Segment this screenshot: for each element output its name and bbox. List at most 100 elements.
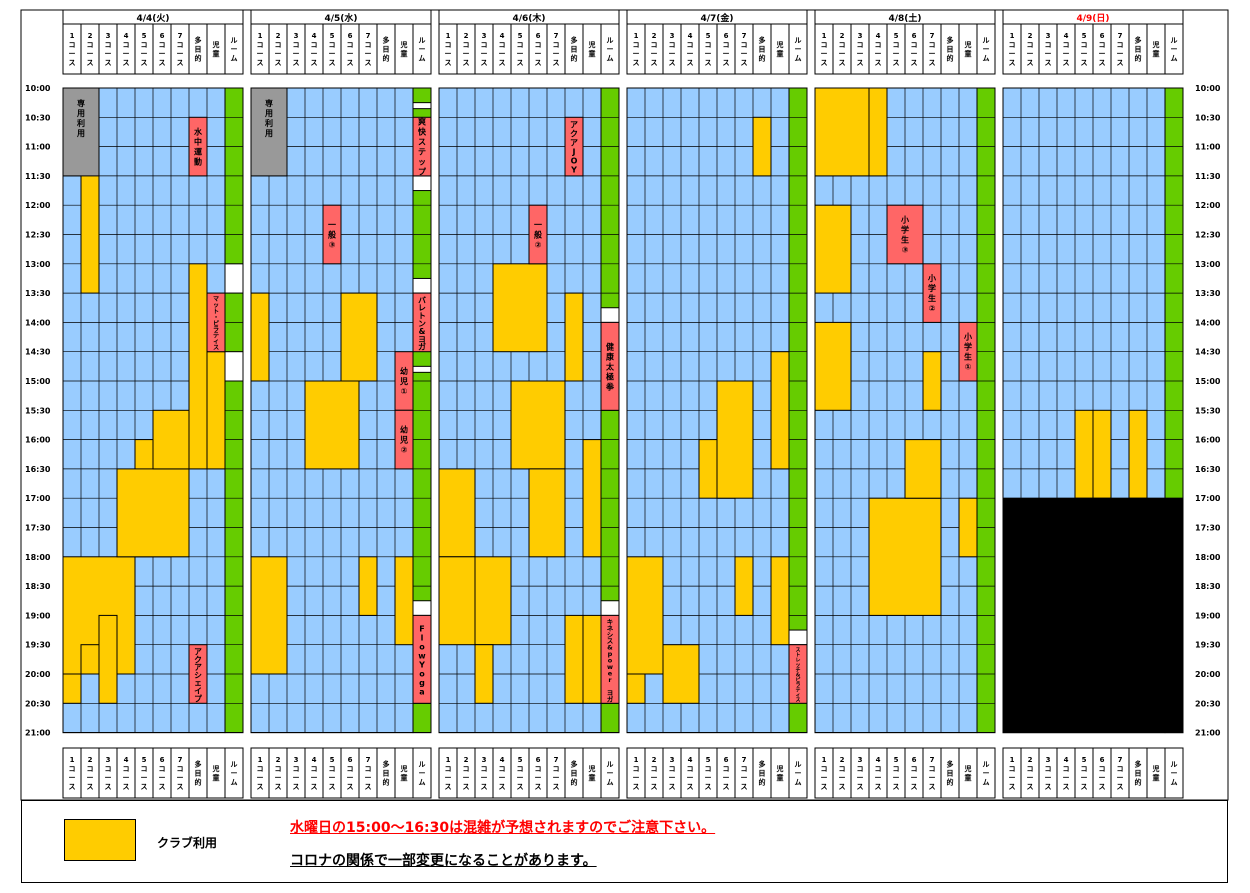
column-label: 7 コース [1117,756,1124,791]
time-label-right: 10:30 [1195,113,1221,122]
lesson-label: マット・ピラティス [213,296,219,352]
column-label: ルーム [231,761,238,787]
day-frame [626,87,808,734]
column-label: 1 コース [1009,32,1016,67]
club-usage-block [1092,409,1112,499]
column-header-top [1164,23,1184,75]
column-label: 3 コース [481,32,488,67]
column-header-top [412,23,432,75]
column-label: 4 コース [499,32,506,67]
lesson-label: 水中運動 [193,127,203,167]
column-header-top [1146,23,1166,75]
column-label: 3 コース [1045,756,1052,791]
time-label-right: 19:00 [1195,611,1221,620]
time-label-right: 16:30 [1195,465,1221,474]
club-usage-block [394,556,414,646]
time-label-right: 17:00 [1195,494,1221,503]
club-usage-block [626,556,664,675]
column-label: 2 コース [651,32,658,67]
club-usage-block [438,556,476,646]
column-label: ルーム [607,761,614,787]
column-header-top [788,23,808,75]
time-label-left: 15:00 [25,377,51,386]
column-label: 7 コース [177,756,184,791]
time-label-right: 11:00 [1195,143,1221,152]
column-label: 6 コース [347,32,354,67]
column-label: 4 コース [311,32,318,67]
column-header-top [224,23,244,75]
column-label: 5 コース [141,32,148,67]
room-break [412,365,432,373]
column-label: 2 コース [275,756,282,791]
time-label-right: 15:00 [1195,377,1221,386]
lesson-label: 一般 ③ [328,221,336,250]
lesson-label: バレトン&ヨガ [418,296,426,352]
column-label: 6 コース [159,756,166,791]
time-label-left: 18:00 [25,553,51,562]
time-label-right: 15:30 [1195,406,1221,415]
column-label: 7 コース [929,32,936,67]
column-label: 2 コース [839,32,846,67]
column-label: 児童 [776,764,784,782]
column-label: 6 コース [911,756,918,791]
column-label: 児童 [776,40,784,58]
club-usage-block [250,292,270,382]
time-label-right: 18:00 [1195,553,1221,562]
club-usage-block [904,439,942,499]
lesson-block [206,292,226,353]
column-label: 多目的 [571,36,578,63]
column-label: 3 コース [1045,32,1052,67]
time-label-right: 16:00 [1195,436,1221,445]
column-label: 5 コース [893,32,900,67]
reserved-label: 専用利用 [76,98,85,138]
club-usage-block [958,497,978,558]
club-usage-block [752,116,772,177]
time-label-left: 17:00 [25,494,51,503]
club-usage-block [564,292,584,382]
schedule-grid: 10:00 10:00 10:30 10:30 11:00 11:00 11:30 11:30… [20,9,1229,801]
day-header-label: 4/9(日) [1076,13,1109,24]
club-usage-block [510,380,566,470]
column-label: ルーム [419,37,426,63]
column-label: 5 コース [1081,32,1088,67]
column-label: 児童 [212,764,220,782]
club-usage-block [206,351,226,470]
time-label-right: 13:00 [1195,260,1221,269]
column-label: 1 コース [633,756,640,791]
column-label: 1 コース [445,756,452,791]
column-label: ルーム [231,37,238,63]
column-label: 4 コース [311,756,318,791]
time-label-left: 10:00 [25,84,51,93]
time-label-right: 14:00 [1195,318,1221,327]
legend-club-swatch [64,819,136,861]
column-label: 多目的 [195,36,202,63]
column-label: 多目的 [1135,36,1142,63]
lesson-block [564,116,584,177]
lesson-block [528,204,548,265]
club-usage-block [564,614,584,704]
room-break [224,351,244,382]
column-label: 児童 [212,40,220,58]
time-label-right: 13:30 [1195,289,1221,298]
column-label: 7 コース [741,32,748,67]
column-label: 7 コース [553,32,560,67]
column-label: 2 コース [87,756,94,791]
club-usage-block [188,263,208,470]
lesson-label: 一般 ② [534,221,542,250]
column-header-bottom [1164,747,1184,799]
room-break [600,600,620,616]
column-label: 3 コース [669,32,676,67]
column-label: 多目的 [947,36,954,63]
column-label: 2 コース [463,756,470,791]
column-label: 6 コース [159,32,166,67]
club-usage-block [734,556,754,616]
lesson-block [922,263,942,323]
time-label-left: 18:30 [25,582,51,591]
column-label: 2 コース [839,756,846,791]
club-usage-block [814,87,870,177]
column-label: ルーム [983,761,990,787]
club-usage-block [868,497,942,616]
time-label-left: 19:30 [25,641,51,650]
time-label-left: 20:30 [25,699,51,708]
column-header-top [770,23,790,75]
